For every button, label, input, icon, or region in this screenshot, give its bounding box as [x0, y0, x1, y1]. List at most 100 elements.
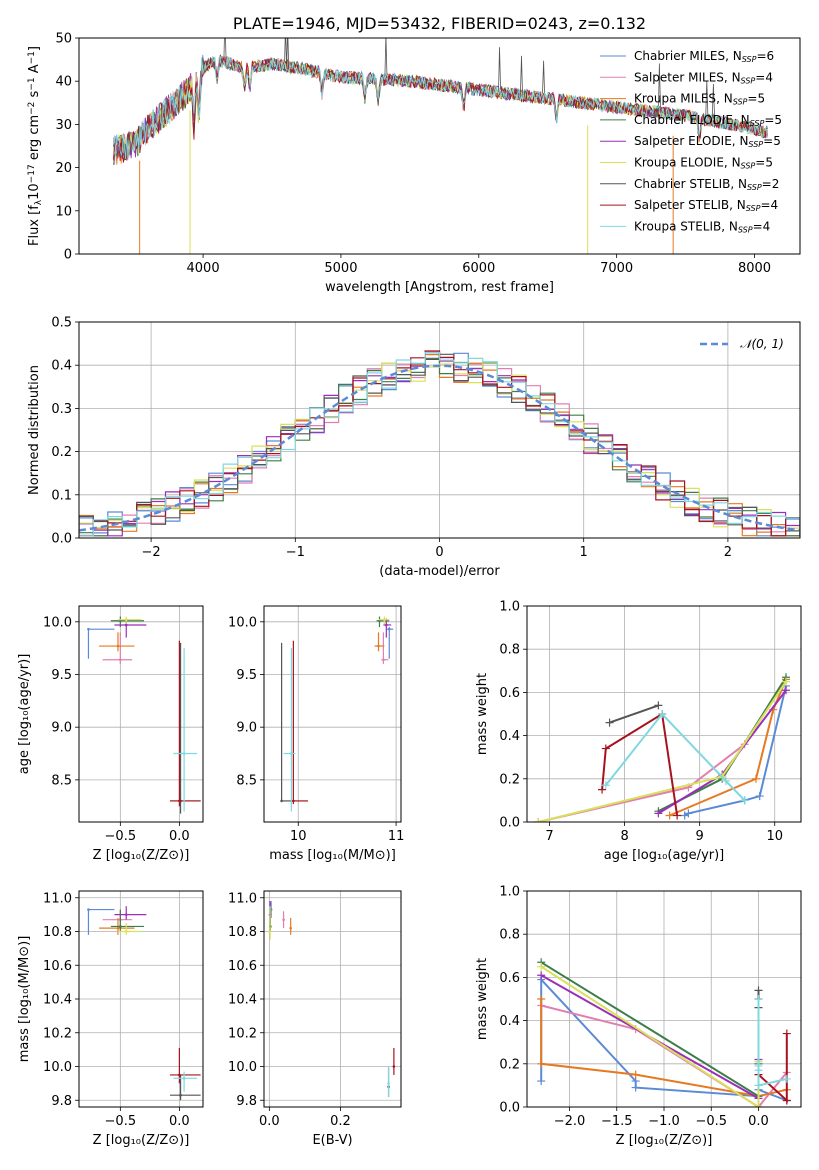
y-tick-label: 9.0 [236, 721, 257, 736]
weight-marker [754, 1061, 763, 1070]
weight-marker [658, 710, 667, 718]
x-axis-label: Z [log₁₀(Z/Z⊙)] [93, 1133, 190, 1148]
x-tick-label: 10 [290, 829, 307, 844]
y-axis-label-part: A [27, 64, 42, 77]
y-tick-label: 10.6 [228, 959, 257, 974]
legend-entry: Chabrier ELODIE, NSSP=5 [634, 113, 782, 128]
y-axis-label-part: erg cm [27, 115, 42, 164]
x-tick-label: 8000 [738, 261, 771, 276]
x-tick-label: 9 [696, 829, 704, 844]
spectrum-series-line [113, 56, 768, 163]
legend-name: Salpeter ELODIE [634, 134, 732, 148]
y-axis-label-part: s [27, 90, 42, 101]
legend-sub: SSP [748, 140, 763, 149]
legend-eq: = [762, 177, 772, 191]
weight-marker [781, 677, 790, 686]
weight-series-line [538, 681, 787, 822]
panel-age_vs_mass: 10 11 8.5 9.0 9.5 10.0 mass [log₁₀(M/M⊙)] [228, 605, 404, 863]
x-tick-label: 8 [620, 829, 628, 844]
legend-nssp: 5 [765, 156, 773, 170]
axes-frame [78, 890, 204, 1108]
y-tick-label: 9.5 [51, 668, 72, 683]
legend-entry: Chabrier STELIB, NSSP=2 [634, 177, 779, 192]
y-tick-label: 10.0 [228, 615, 257, 630]
legend-name: Kroupa ELODIE [634, 156, 724, 170]
legend-sub: SSP [738, 225, 753, 234]
weight-marker [740, 796, 749, 805]
data-point [290, 752, 293, 755]
weight-series-line [669, 679, 787, 817]
weight-marker [782, 1029, 791, 1038]
plot-area [87, 906, 201, 1101]
x-tick-label: 7 [545, 829, 553, 844]
weight-marker [665, 811, 674, 820]
weight-marker [781, 686, 790, 695]
weight-marker [654, 809, 663, 818]
y-axis-label-part: Flux [f [27, 205, 42, 246]
weight-marker [537, 962, 546, 971]
y-tick-label: 10.6 [43, 959, 72, 974]
legend-nssp: 4 [765, 70, 773, 84]
axes-frame [78, 321, 801, 539]
x-axis-label: mass [log₁₀(M/M⊙)] [269, 848, 396, 863]
weight-marker [754, 1081, 763, 1090]
y-axis-label-part: −1 [27, 51, 37, 64]
legend-n: N [733, 49, 742, 63]
panel-weight_vs_Z: −2.0 −1.5 −1.0 −0.5 0.0 0.0 0.2 0.4 0.6 0.8 1.0 Z [… [475, 885, 802, 1148]
plot-area [113, 38, 768, 254]
legend-sep: , [732, 134, 740, 148]
chart-title: PLATE=1946, MJD=53432, FIBERID=0243, z=0… [233, 14, 646, 33]
legend-sep: , [716, 92, 724, 106]
y-tick-label: 9.5 [236, 668, 257, 683]
x-axis-label: Z [log₁₀(Z/Z⊙)] [93, 848, 190, 863]
data-point [124, 618, 128, 621]
y-tick-label: 0.5 [51, 316, 72, 331]
weight-series-line [609, 704, 659, 724]
legend-entry: Salpeter MILES, NSSP=4 [634, 70, 773, 85]
legend-nssp: 6 [767, 49, 775, 63]
y-tick-label: 0.8 [499, 928, 520, 943]
plot-area [87, 616, 201, 814]
legend-eq: = [763, 134, 773, 148]
x-axis-label: wavelength [Angstrom, rest frame] [325, 280, 554, 295]
weight-marker [534, 818, 543, 822]
weight-marker [754, 995, 763, 1003]
legend-nssp: 5 [757, 92, 765, 106]
y-axis-label-part: −17 [27, 164, 37, 183]
legend-name: Kroupa MILES [634, 92, 716, 106]
data-point [87, 908, 90, 911]
axes-frame [263, 890, 402, 1108]
legend-entry: Kroupa MILES, NSSP=5 [634, 92, 765, 107]
plot-area [268, 901, 396, 1097]
legend-n: N [738, 177, 747, 191]
y-axis-label: Flux [fλ10−17 erg cm−2 s−1 A−1] [27, 46, 44, 246]
legend-name: Chabrier STELIB [634, 177, 730, 191]
panel-residuals: −2 −1 0 1 2 0.0 0.1 0.2 0.3 0.4 0.5 (data-model)/er… [27, 316, 801, 579]
weight-marker [782, 1096, 791, 1105]
plot-area [280, 616, 394, 812]
y-axis-label: mass weight [475, 958, 490, 1040]
legend-n: N [741, 113, 750, 127]
legend-n: N [732, 70, 741, 84]
legend-sep: , [724, 70, 732, 84]
panel-mass_vs_Z: −0.5 0.0 9.8 10.0 10.2 10.4 10.6 10.8 11.0 Z [log… [17, 890, 204, 1148]
x-tick-label: 7000 [600, 261, 633, 276]
x-tick-label: 5000 [324, 261, 357, 276]
y-tick-label: 50 [55, 32, 72, 47]
data-point [124, 623, 128, 627]
legend-sep: , [721, 219, 729, 233]
y-axis-label-part: λ [34, 199, 44, 205]
panel-weight_vs_age: 7 8 9 10 0.0 0.2 0.4 0.6 0.8 1.0 age [log₁₀(age/yr… [475, 600, 802, 863]
data-point [387, 627, 391, 631]
x-axis-label: age [log₁₀(age/yr)] [604, 848, 725, 863]
data-point [383, 618, 386, 621]
x-tick-label: 10 [766, 829, 783, 844]
y-tick-label: 10.2 [43, 1026, 72, 1041]
legend-sep: , [730, 177, 738, 191]
x-tick-label: −1.5 [601, 1114, 633, 1129]
weight-marker [605, 718, 614, 727]
x-tick-label: −2 [142, 545, 161, 560]
y-axis-label-part: ] [27, 46, 42, 51]
legend-sub: SSP [742, 55, 757, 64]
x-tick-label: 0.2 [330, 1114, 351, 1129]
